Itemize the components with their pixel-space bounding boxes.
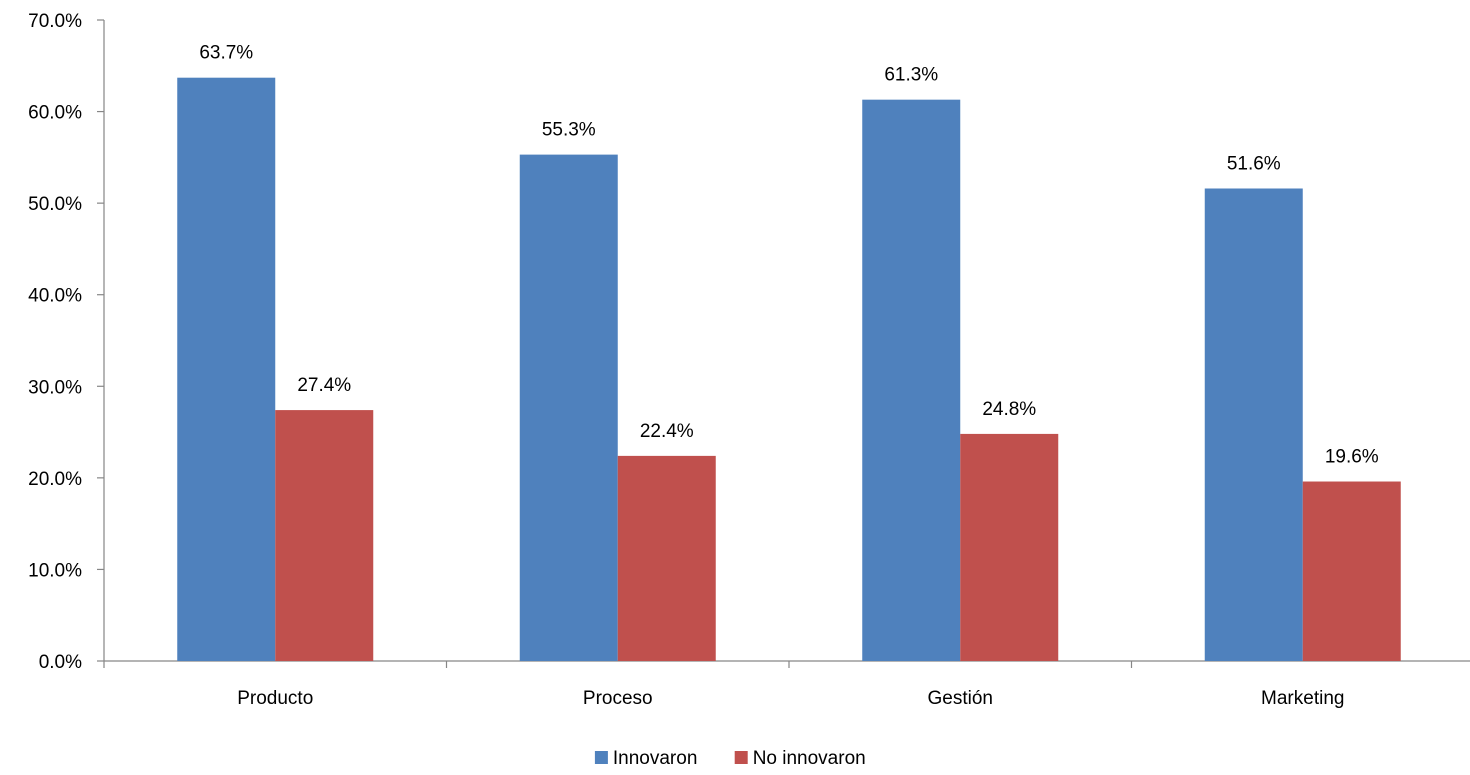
y-tick-label: 40.0%: [28, 286, 82, 307]
bar: [177, 77, 276, 661]
bar: [275, 410, 374, 661]
x-tick-label: Gestión: [928, 688, 993, 709]
data-label: 61.3%: [884, 65, 938, 86]
y-tick-label: 50.0%: [28, 194, 82, 215]
y-tick-label: 20.0%: [28, 469, 82, 490]
y-axis: 0.0% 10.0% 20.0% 30.0% 40.0% 50.0% 60.0% 70.0%: [28, 11, 105, 673]
data-label: 22.4%: [640, 421, 694, 442]
x-tick-label: Proceso: [583, 688, 653, 709]
x-tick-label: Marketing: [1261, 688, 1344, 709]
y-tick-label: 60.0%: [28, 103, 82, 124]
bar: [1204, 188, 1303, 661]
legend: Innovaron No innovaron: [594, 748, 866, 769]
legend-label: Innovaron: [613, 748, 698, 769]
x-axis: Producto Proceso Gestión Marketing: [103, 660, 1470, 709]
data-label: 24.8%: [982, 399, 1036, 420]
bar: [862, 99, 961, 662]
y-tick-label: 0.0%: [39, 652, 82, 673]
bar: [1302, 481, 1401, 661]
x-tick-label: Producto: [237, 688, 313, 709]
y-tick-label: 10.0%: [28, 560, 82, 581]
legend-swatch: [594, 751, 608, 764]
bars: 63.7% 55.3% 61.3% 51.6% 27.4% 22.4% 24.8% 19.6%: [177, 43, 1401, 662]
legend-swatch: [734, 751, 748, 764]
data-label: 63.7%: [199, 43, 253, 64]
bar: [519, 154, 618, 662]
bar: [960, 433, 1059, 661]
legend-label: No innovaron: [753, 748, 866, 769]
bar: [617, 455, 716, 661]
data-label: 19.6%: [1325, 447, 1379, 468]
data-label: 55.3%: [542, 120, 596, 141]
y-tick-label: 30.0%: [28, 377, 82, 398]
data-label: 51.6%: [1227, 153, 1281, 174]
y-tick-label: 70.0%: [28, 11, 82, 32]
data-label: 27.4%: [297, 375, 351, 396]
